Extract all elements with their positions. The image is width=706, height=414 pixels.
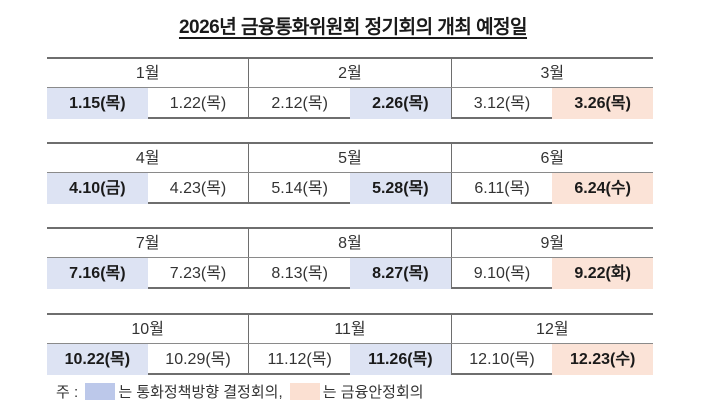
month-dates: 11.12(목) 11.26(목) [248,344,451,375]
month-header: 4월 [135,150,160,167]
month-header-row: 4월 5월 6월 [47,144,653,173]
meeting-date: 7.23(목) [169,265,227,282]
date-row: 10.22(목) 10.29(목) 11.12(목) 11.26(목) 12.10(목)… [47,344,653,375]
month-dates: 4.10(금) 4.23(목) [47,173,248,204]
policy-meeting-date: 11.26(목) [350,344,451,375]
quarter-block: 4월 5월 6월 4.10(금) 4.23(목) 5.14(목) 5.28(목) 6.11(목… [47,142,653,204]
month-header: 6월 [450,144,653,172]
stability-meeting-label: 는 금융안정회의 [322,384,424,401]
stability-meeting-date: 6.24(수) [552,173,653,204]
date-row: 4.10(금) 4.23(목) 5.14(목) 5.28(목) 6.11(목) 6.24(… [47,173,653,204]
quarter-block: 10월 11월 12월 10.22(목) 10.29(목) 11.12(목) 11.26(목… [47,313,653,375]
meeting-date: 5.14(목) [271,180,328,197]
page-title-text: 2026년 금융통화위원회 정기회의 개최 예정일 [178,17,528,38]
month-header-row: 7월 8월 9월 [47,229,653,258]
stability-meeting-date: 9.22(화) [552,258,653,289]
month-header: 7월 [135,235,160,252]
month-dates: 9.10(목) 9.22(화) [450,258,653,289]
quarter-block: 7월 8월 9월 7.16(목) 7.23(목) 8.13(목) 8.27(목) 9.10(목… [47,227,653,289]
month-dates: 6.11(목) 6.24(수) [450,173,653,204]
note-prefix: 주 : [56,384,83,401]
month-dates: 8.13(목) 8.27(목) [248,258,451,289]
meeting-date: 6.11(목) [474,180,530,197]
month-header: 3월 [450,59,653,87]
date-row: 1.15(목) 1.22(목) 2.12(목) 2.26(목) 3.12(목) 3.26(… [47,88,653,119]
meeting-date: 2.12(목) [271,95,328,112]
policy-meeting-date: 8.27(목) [350,258,451,289]
month-header-row: 10월 11월 12월 [47,315,653,344]
policy-meeting-date: 10.22(목) [47,344,148,375]
stability-meeting-swatch [289,383,320,400]
month-dates: 5.14(목) 5.28(목) [248,173,451,204]
month-header: 5월 [248,144,450,172]
stability-meeting-date: 3.26(목) [552,88,653,119]
policy-meeting-swatch [85,383,116,400]
policy-meeting-date: 2.26(목) [350,88,451,119]
policy-meeting-label: 는 통화정책방향 결정회의, [118,384,287,401]
month-header-row: 1월 2월 3월 [47,59,653,88]
meeting-date: 12.10(목) [469,351,535,368]
page-title: 2026년 금융통화위원회 정기회의 개최 예정일 [0,12,706,39]
meeting-date: 1.22(목) [169,95,227,112]
month-header: 10월 [131,321,164,338]
month-header: 1월 [135,65,160,82]
month-header: 12월 [450,315,653,343]
policy-meeting-date: 4.10(금) [47,173,148,204]
month-header: 2월 [248,59,450,87]
meeting-date: 10.29(목) [165,351,231,368]
policy-meeting-date: 7.16(목) [47,258,148,289]
month-dates: 2.12(목) 2.26(목) [248,88,451,119]
month-dates: 1.15(목) 1.22(목) [47,88,248,119]
meeting-date: 8.13(목) [271,265,328,282]
month-dates: 10.22(목) 10.29(목) [47,344,248,375]
date-row: 7.16(목) 7.23(목) 8.13(목) 8.27(목) 9.10(목) 9.22(… [47,258,653,289]
month-header: 9월 [450,229,653,257]
policy-meeting-date: 5.28(목) [350,173,451,204]
stability-meeting-date: 12.23(수) [552,344,653,375]
month-header: 8월 [248,229,450,257]
meeting-date: 11.12(목) [267,351,332,368]
quarter-block: 1월 2월 3월 1.15(목) 1.22(목) 2.12(목) 2.26(목) 3.12(목… [47,57,653,119]
meeting-date: 9.10(목) [473,265,531,282]
month-header: 11월 [248,315,450,343]
month-dates: 12.10(목) 12.23(수) [450,344,653,375]
month-dates: 3.12(목) 3.26(목) [450,88,653,119]
policy-meeting-date: 1.15(목) [47,88,148,119]
meeting-date: 4.23(목) [169,180,227,197]
month-dates: 7.16(목) 7.23(목) [47,258,248,289]
meeting-date: 3.12(목) [473,95,531,112]
legend-note: 주 : 는 통화정책방향 결정회의, 는 금융안정회의 [56,381,424,402]
